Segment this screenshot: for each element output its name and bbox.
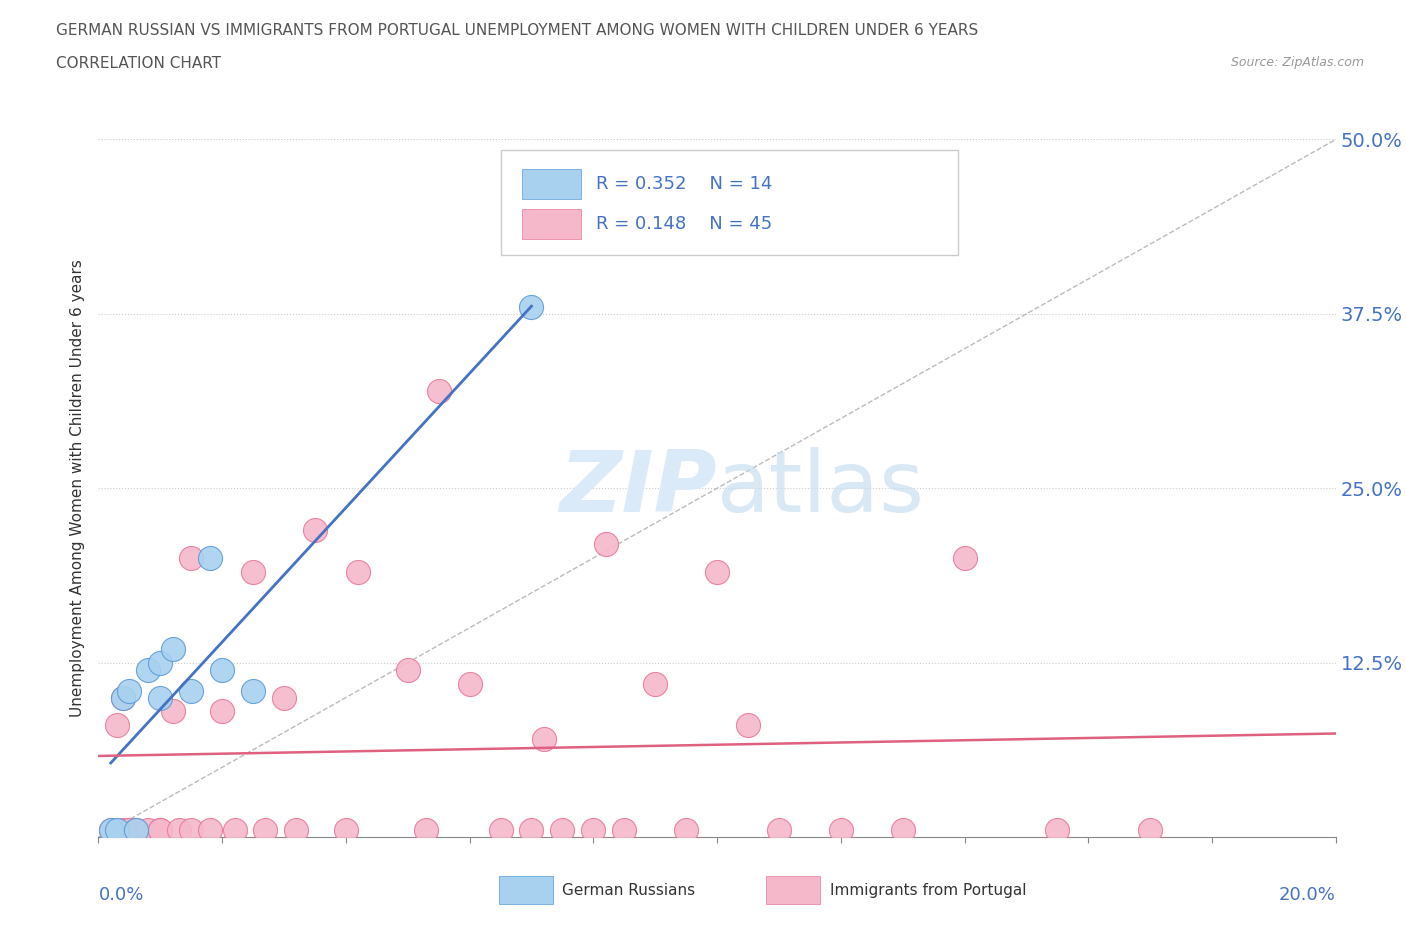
Point bbox=[1139, 823, 1161, 837]
Point bbox=[124, 823, 146, 837]
Point bbox=[112, 690, 135, 705]
Text: R = 0.352    N = 14: R = 0.352 N = 14 bbox=[596, 175, 772, 193]
Point bbox=[211, 662, 233, 677]
Text: 0.0%: 0.0% bbox=[98, 885, 143, 904]
Point bbox=[551, 823, 574, 837]
Text: ZIP: ZIP bbox=[560, 446, 717, 530]
Point bbox=[198, 823, 221, 837]
Point bbox=[100, 823, 122, 837]
Point bbox=[706, 565, 728, 579]
Text: R = 0.148    N = 45: R = 0.148 N = 45 bbox=[596, 215, 772, 232]
Point bbox=[335, 823, 357, 837]
Point bbox=[112, 823, 135, 837]
Point bbox=[105, 823, 128, 837]
Point bbox=[953, 551, 976, 565]
Point bbox=[149, 823, 172, 837]
Point bbox=[582, 823, 605, 837]
Point bbox=[415, 823, 437, 837]
Point bbox=[613, 823, 636, 837]
Point bbox=[224, 823, 246, 837]
Point bbox=[162, 704, 184, 719]
Point bbox=[180, 551, 202, 565]
Text: Source: ZipAtlas.com: Source: ZipAtlas.com bbox=[1230, 56, 1364, 69]
Point bbox=[162, 642, 184, 657]
Point bbox=[118, 823, 141, 837]
Point bbox=[242, 683, 264, 698]
Point bbox=[149, 823, 172, 837]
Point bbox=[427, 383, 450, 398]
Point bbox=[533, 732, 555, 747]
FancyBboxPatch shape bbox=[522, 169, 581, 199]
Point bbox=[100, 823, 122, 837]
Text: 20.0%: 20.0% bbox=[1279, 885, 1336, 904]
Point bbox=[167, 823, 190, 837]
Text: German Russians: German Russians bbox=[562, 883, 696, 897]
Point bbox=[118, 823, 141, 837]
Point bbox=[489, 823, 512, 837]
Point bbox=[112, 690, 135, 705]
Point bbox=[1046, 823, 1069, 837]
Y-axis label: Unemployment Among Women with Children Under 6 years: Unemployment Among Women with Children U… bbox=[69, 259, 84, 717]
Point bbox=[124, 823, 146, 837]
Point bbox=[180, 683, 202, 698]
Point bbox=[149, 690, 172, 705]
Point bbox=[118, 683, 141, 698]
Point bbox=[180, 823, 202, 837]
Point bbox=[520, 299, 543, 314]
Text: CORRELATION CHART: CORRELATION CHART bbox=[56, 56, 221, 71]
Point bbox=[198, 551, 221, 565]
Point bbox=[136, 823, 159, 837]
Point bbox=[273, 690, 295, 705]
Point bbox=[891, 823, 914, 837]
FancyBboxPatch shape bbox=[501, 150, 959, 255]
Point bbox=[520, 823, 543, 837]
Point bbox=[211, 704, 233, 719]
Point bbox=[768, 823, 790, 837]
Point bbox=[149, 655, 172, 670]
Point bbox=[830, 823, 852, 837]
Point bbox=[304, 523, 326, 538]
Point bbox=[737, 718, 759, 733]
Point bbox=[347, 565, 370, 579]
Text: Immigrants from Portugal: Immigrants from Portugal bbox=[830, 883, 1026, 897]
Point bbox=[254, 823, 277, 837]
Point bbox=[595, 537, 617, 551]
Point bbox=[458, 676, 481, 691]
Point bbox=[675, 823, 697, 837]
Point bbox=[644, 676, 666, 691]
FancyBboxPatch shape bbox=[522, 209, 581, 239]
Point bbox=[105, 718, 128, 733]
Point bbox=[396, 662, 419, 677]
Point bbox=[242, 565, 264, 579]
Text: atlas: atlas bbox=[717, 446, 925, 530]
Point bbox=[285, 823, 308, 837]
Text: GERMAN RUSSIAN VS IMMIGRANTS FROM PORTUGAL UNEMPLOYMENT AMONG WOMEN WITH CHILDRE: GERMAN RUSSIAN VS IMMIGRANTS FROM PORTUG… bbox=[56, 23, 979, 38]
Point bbox=[136, 662, 159, 677]
